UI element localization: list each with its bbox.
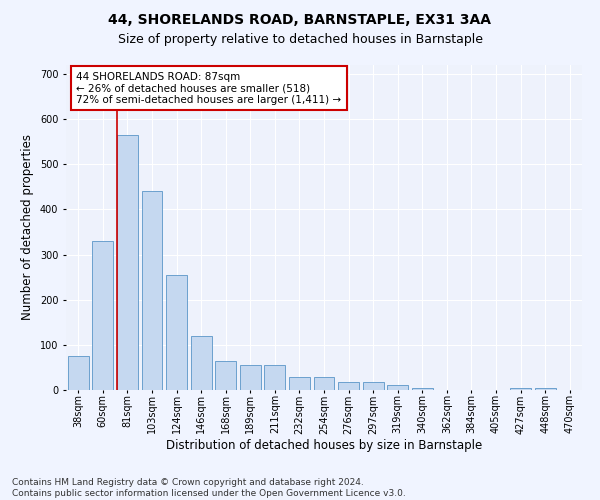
Bar xyxy=(92,241,113,390)
Text: Contains HM Land Registry data © Crown copyright and database right 2024.
Contai: Contains HM Land Registry data © Crown c… xyxy=(12,478,406,498)
Bar xyxy=(338,382,359,390)
Bar xyxy=(535,388,556,390)
X-axis label: Distribution of detached houses by size in Barnstaple: Distribution of detached houses by size … xyxy=(166,439,482,452)
Bar xyxy=(510,388,531,390)
Bar xyxy=(191,336,212,390)
Bar xyxy=(68,356,89,390)
Y-axis label: Number of detached properties: Number of detached properties xyxy=(22,134,34,320)
Bar xyxy=(387,384,408,390)
Bar xyxy=(117,135,138,390)
Bar xyxy=(289,378,310,390)
Text: Size of property relative to detached houses in Barnstaple: Size of property relative to detached ho… xyxy=(118,32,482,46)
Text: 44 SHORELANDS ROAD: 87sqm
← 26% of detached houses are smaller (518)
72% of semi: 44 SHORELANDS ROAD: 87sqm ← 26% of detac… xyxy=(76,72,341,104)
Bar xyxy=(240,365,261,390)
Bar xyxy=(166,275,187,390)
Bar xyxy=(314,378,334,390)
Text: 44, SHORELANDS ROAD, BARNSTAPLE, EX31 3AA: 44, SHORELANDS ROAD, BARNSTAPLE, EX31 3A… xyxy=(109,12,491,26)
Bar xyxy=(265,365,286,390)
Bar xyxy=(362,382,383,390)
Bar xyxy=(142,192,163,390)
Bar xyxy=(215,360,236,390)
Bar xyxy=(412,388,433,390)
